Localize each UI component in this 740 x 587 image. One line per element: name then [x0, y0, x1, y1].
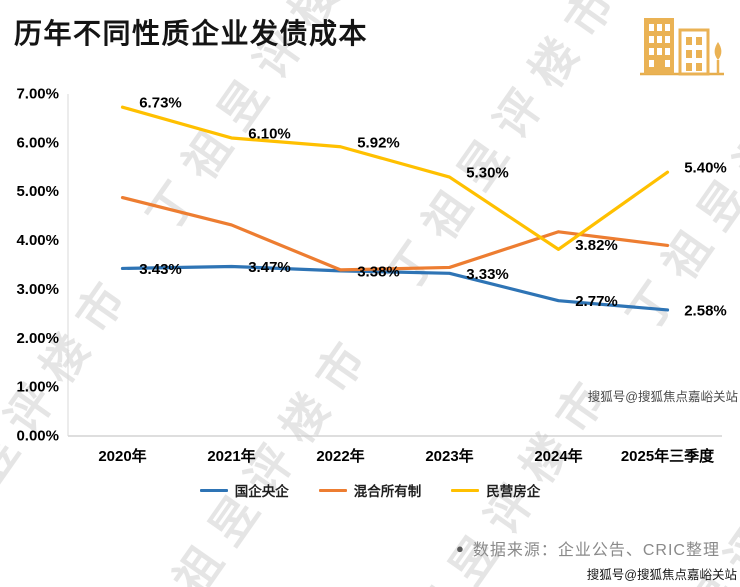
svg-text:2023年: 2023年	[425, 447, 473, 465]
svg-text:3.00%: 3.00%	[16, 281, 59, 298]
sohu-watermark-mid: 搜狐号@搜狐焦点嘉峪关站	[587, 390, 738, 404]
legend-marker	[199, 488, 228, 492]
svg-text:7.00%: 7.00%	[16, 86, 59, 103]
svg-text:5.30%: 5.30%	[466, 165, 509, 182]
svg-text:6.10%: 6.10%	[248, 125, 291, 142]
svg-text:2.00%: 2.00%	[16, 330, 59, 347]
legend-item: 混合所有制	[318, 480, 422, 500]
svg-text:1.00%: 1.00%	[16, 379, 59, 396]
buildings-icon	[640, 18, 724, 76]
svg-text:6.00%: 6.00%	[16, 134, 59, 151]
svg-text:3.33%: 3.33%	[466, 266, 509, 283]
legend-marker	[451, 488, 480, 492]
legend-label: 国企央企	[234, 484, 289, 499]
svg-text:5.00%: 5.00%	[16, 183, 59, 200]
sohu-watermark-bottom: 搜狐号@搜狐焦点嘉峪关站	[586, 568, 737, 582]
svg-text:3.47%: 3.47%	[248, 259, 291, 276]
legend-label: 混合所有制	[353, 484, 422, 499]
svg-text:2.58%: 2.58%	[684, 302, 727, 319]
page-title: 历年不同性质企业发债成本	[14, 18, 369, 49]
svg-text:3.43%: 3.43%	[139, 261, 182, 278]
svg-text:5.40%: 5.40%	[684, 160, 727, 177]
svg-text:4.00%: 4.00%	[16, 232, 59, 249]
svg-text:2.77%: 2.77%	[575, 293, 618, 310]
legend-marker	[318, 488, 347, 492]
svg-text:0.00%: 0.00%	[16, 428, 59, 445]
svg-text:5.92%: 5.92%	[357, 134, 400, 151]
chart-legend: 国企央企 混合所有制 民营房企	[0, 480, 740, 500]
svg-text:3.82%: 3.82%	[575, 237, 618, 254]
bullet-icon: ●	[456, 540, 464, 556]
svg-text:6.73%: 6.73%	[139, 95, 182, 112]
svg-text:2025年三季度: 2025年三季度	[621, 447, 715, 465]
svg-text:2020年: 2020年	[98, 447, 146, 465]
source-text: 数据来源：企业公告、CRIC整理	[472, 542, 720, 559]
legend-label: 民营房企	[486, 484, 541, 499]
svg-text:2022年: 2022年	[316, 447, 364, 465]
svg-text:3.38%: 3.38%	[357, 263, 400, 280]
legend-item: 国企央企	[199, 480, 289, 500]
svg-text:2021年: 2021年	[207, 447, 255, 465]
legend-item: 民营房企	[451, 480, 540, 500]
header: 历年不同性质企业发债成本	[0, 0, 740, 84]
source-note: ● 数据来源：企业公告、CRIC整理	[456, 536, 720, 560]
svg-text:2024年: 2024年	[534, 447, 582, 465]
